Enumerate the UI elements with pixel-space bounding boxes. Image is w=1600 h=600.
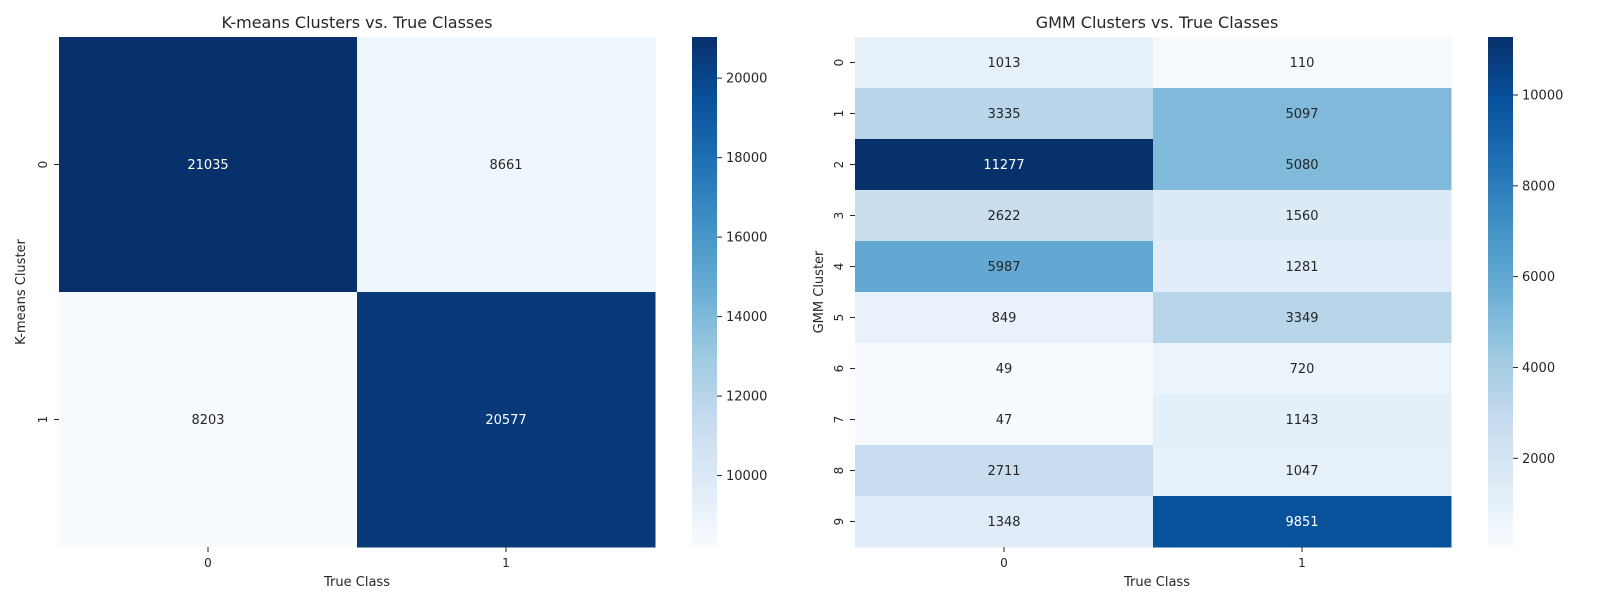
heatmap-cell bbox=[1153, 445, 1452, 497]
cell-value-label: 849 bbox=[992, 311, 1017, 326]
colorbar-tick-label: 4000 bbox=[1522, 361, 1555, 376]
y-axis-label: K-means Cluster bbox=[14, 238, 29, 344]
y-tick-label: 8 bbox=[832, 467, 846, 475]
heatmap-cell bbox=[1153, 241, 1452, 293]
y-tick-label: 7 bbox=[832, 416, 846, 424]
y-axis-ticks: 01 bbox=[36, 161, 59, 424]
heatmap-cell bbox=[855, 139, 1154, 191]
colorbar-tick-label: 10000 bbox=[726, 469, 767, 484]
cell-value-label: 5080 bbox=[1285, 158, 1318, 173]
heatmap-cell bbox=[59, 37, 358, 293]
colorbar-tick-label: 6000 bbox=[1522, 270, 1555, 285]
cell-value-label: 20577 bbox=[485, 413, 526, 428]
cell-value-label: 3335 bbox=[987, 107, 1020, 122]
cell-value-label: 2622 bbox=[987, 209, 1020, 224]
heatmap-cell bbox=[357, 37, 656, 293]
x-tick-label: 0 bbox=[204, 556, 212, 570]
heatmap-cell bbox=[1153, 496, 1452, 548]
heatmap-cell bbox=[1153, 37, 1452, 89]
colorbar-tick-label: 8000 bbox=[1522, 179, 1555, 194]
cell-value-label: 3349 bbox=[1285, 311, 1318, 326]
heatmap-cell bbox=[59, 292, 358, 548]
colorbar-tick-label: 10000 bbox=[1522, 88, 1563, 103]
colorbar-tick-label: 16000 bbox=[726, 231, 767, 246]
cell-value-label: 11277 bbox=[983, 158, 1024, 173]
heatmap-cell bbox=[855, 292, 1154, 344]
cell-value-label: 8203 bbox=[191, 413, 224, 428]
cell-value-label: 21035 bbox=[187, 158, 228, 173]
y-tick-label: 0 bbox=[36, 161, 50, 169]
y-tick-label: 1 bbox=[36, 416, 50, 424]
colorbar-gradient bbox=[692, 37, 717, 547]
y-tick-label: 4 bbox=[832, 263, 846, 271]
cell-value-label: 9851 bbox=[1285, 515, 1318, 530]
heatmap-cell bbox=[357, 292, 656, 548]
gmm-heatmap: GMM Clusters vs. True Classes 1013 110333… bbox=[812, 13, 1563, 590]
heatmap-cell bbox=[855, 445, 1154, 497]
heatmap-cell bbox=[1153, 292, 1452, 344]
heatmap-cell bbox=[1153, 88, 1452, 140]
cell-value-label: 1047 bbox=[1285, 464, 1318, 479]
y-tick-label: 9 bbox=[832, 518, 846, 526]
heatmap-cell bbox=[855, 37, 1154, 89]
heatmap-cell bbox=[855, 394, 1154, 446]
cell-value-label: 1143 bbox=[1285, 413, 1318, 428]
heatmap-cell bbox=[1153, 343, 1452, 395]
heatmap-cell bbox=[1153, 190, 1452, 242]
heatmap-cell bbox=[1153, 139, 1452, 191]
heatmap-cell bbox=[855, 241, 1154, 293]
cell-value-label: 110 bbox=[1290, 56, 1315, 71]
colorbar: 10000 12000 14000 16000 18000 20000 bbox=[692, 37, 767, 547]
y-tick-label: 6 bbox=[832, 365, 846, 373]
x-tick-label: 0 bbox=[1000, 556, 1008, 570]
y-axis-label: GMM Cluster bbox=[812, 250, 827, 333]
cell-value-label: 1560 bbox=[1285, 209, 1318, 224]
heatmap-cell bbox=[855, 190, 1154, 242]
y-tick-label: 1 bbox=[832, 110, 846, 118]
colorbar-tick-label: 20000 bbox=[726, 72, 767, 87]
x-tick-label: 1 bbox=[502, 556, 510, 570]
x-tick-label: 1 bbox=[1298, 556, 1306, 570]
heatmap-cells: 1013 110 3335 5097 11277 5080 2622 1560 5987 1281… bbox=[855, 37, 1452, 548]
cell-value-label: 49 bbox=[996, 362, 1013, 377]
y-axis-ticks: 0 1 2 3 4 5 6 7 8 9 bbox=[832, 59, 855, 526]
cell-value-label: 2711 bbox=[987, 464, 1020, 479]
colorbar-tick-label: 18000 bbox=[726, 151, 767, 166]
heatmap-cell bbox=[1153, 394, 1452, 446]
heatmap-cell bbox=[855, 343, 1154, 395]
cell-value-label: 1281 bbox=[1285, 260, 1318, 275]
cell-value-label: 8661 bbox=[489, 158, 522, 173]
colorbar-tick-label: 2000 bbox=[1522, 452, 1555, 467]
chart-title: K-means Clusters vs. True Classes bbox=[222, 13, 493, 32]
x-axis-label: True Class bbox=[1123, 575, 1190, 590]
kmeans-heatmap: K-means Clusters vs. True Classes 21035 8… bbox=[14, 13, 767, 590]
cell-value-label: 720 bbox=[1290, 362, 1315, 377]
cell-value-label: 5987 bbox=[987, 260, 1020, 275]
colorbar-gradient bbox=[1488, 37, 1513, 547]
cell-value-label: 5097 bbox=[1285, 107, 1318, 122]
colorbar-tick-label: 12000 bbox=[726, 390, 767, 405]
chart-title: GMM Clusters vs. True Classes bbox=[1036, 13, 1279, 32]
x-axis-label: True Class bbox=[323, 575, 390, 590]
y-tick-label: 0 bbox=[832, 59, 846, 67]
cell-value-label: 1348 bbox=[987, 515, 1020, 530]
colorbar: 2000 4000 6000 8000 10000 bbox=[1488, 37, 1563, 547]
heatmap-cell bbox=[855, 496, 1154, 548]
y-tick-label: 5 bbox=[832, 314, 846, 322]
heatmap-cells: 21035 8661 8203 20577 bbox=[59, 37, 656, 548]
cell-value-label: 47 bbox=[996, 413, 1013, 428]
cell-value-label: 1013 bbox=[987, 56, 1020, 71]
colorbar-tick-label: 14000 bbox=[726, 310, 767, 325]
y-tick-label: 3 bbox=[832, 212, 846, 220]
y-tick-label: 2 bbox=[832, 161, 846, 169]
heatmap-cell bbox=[855, 88, 1154, 140]
